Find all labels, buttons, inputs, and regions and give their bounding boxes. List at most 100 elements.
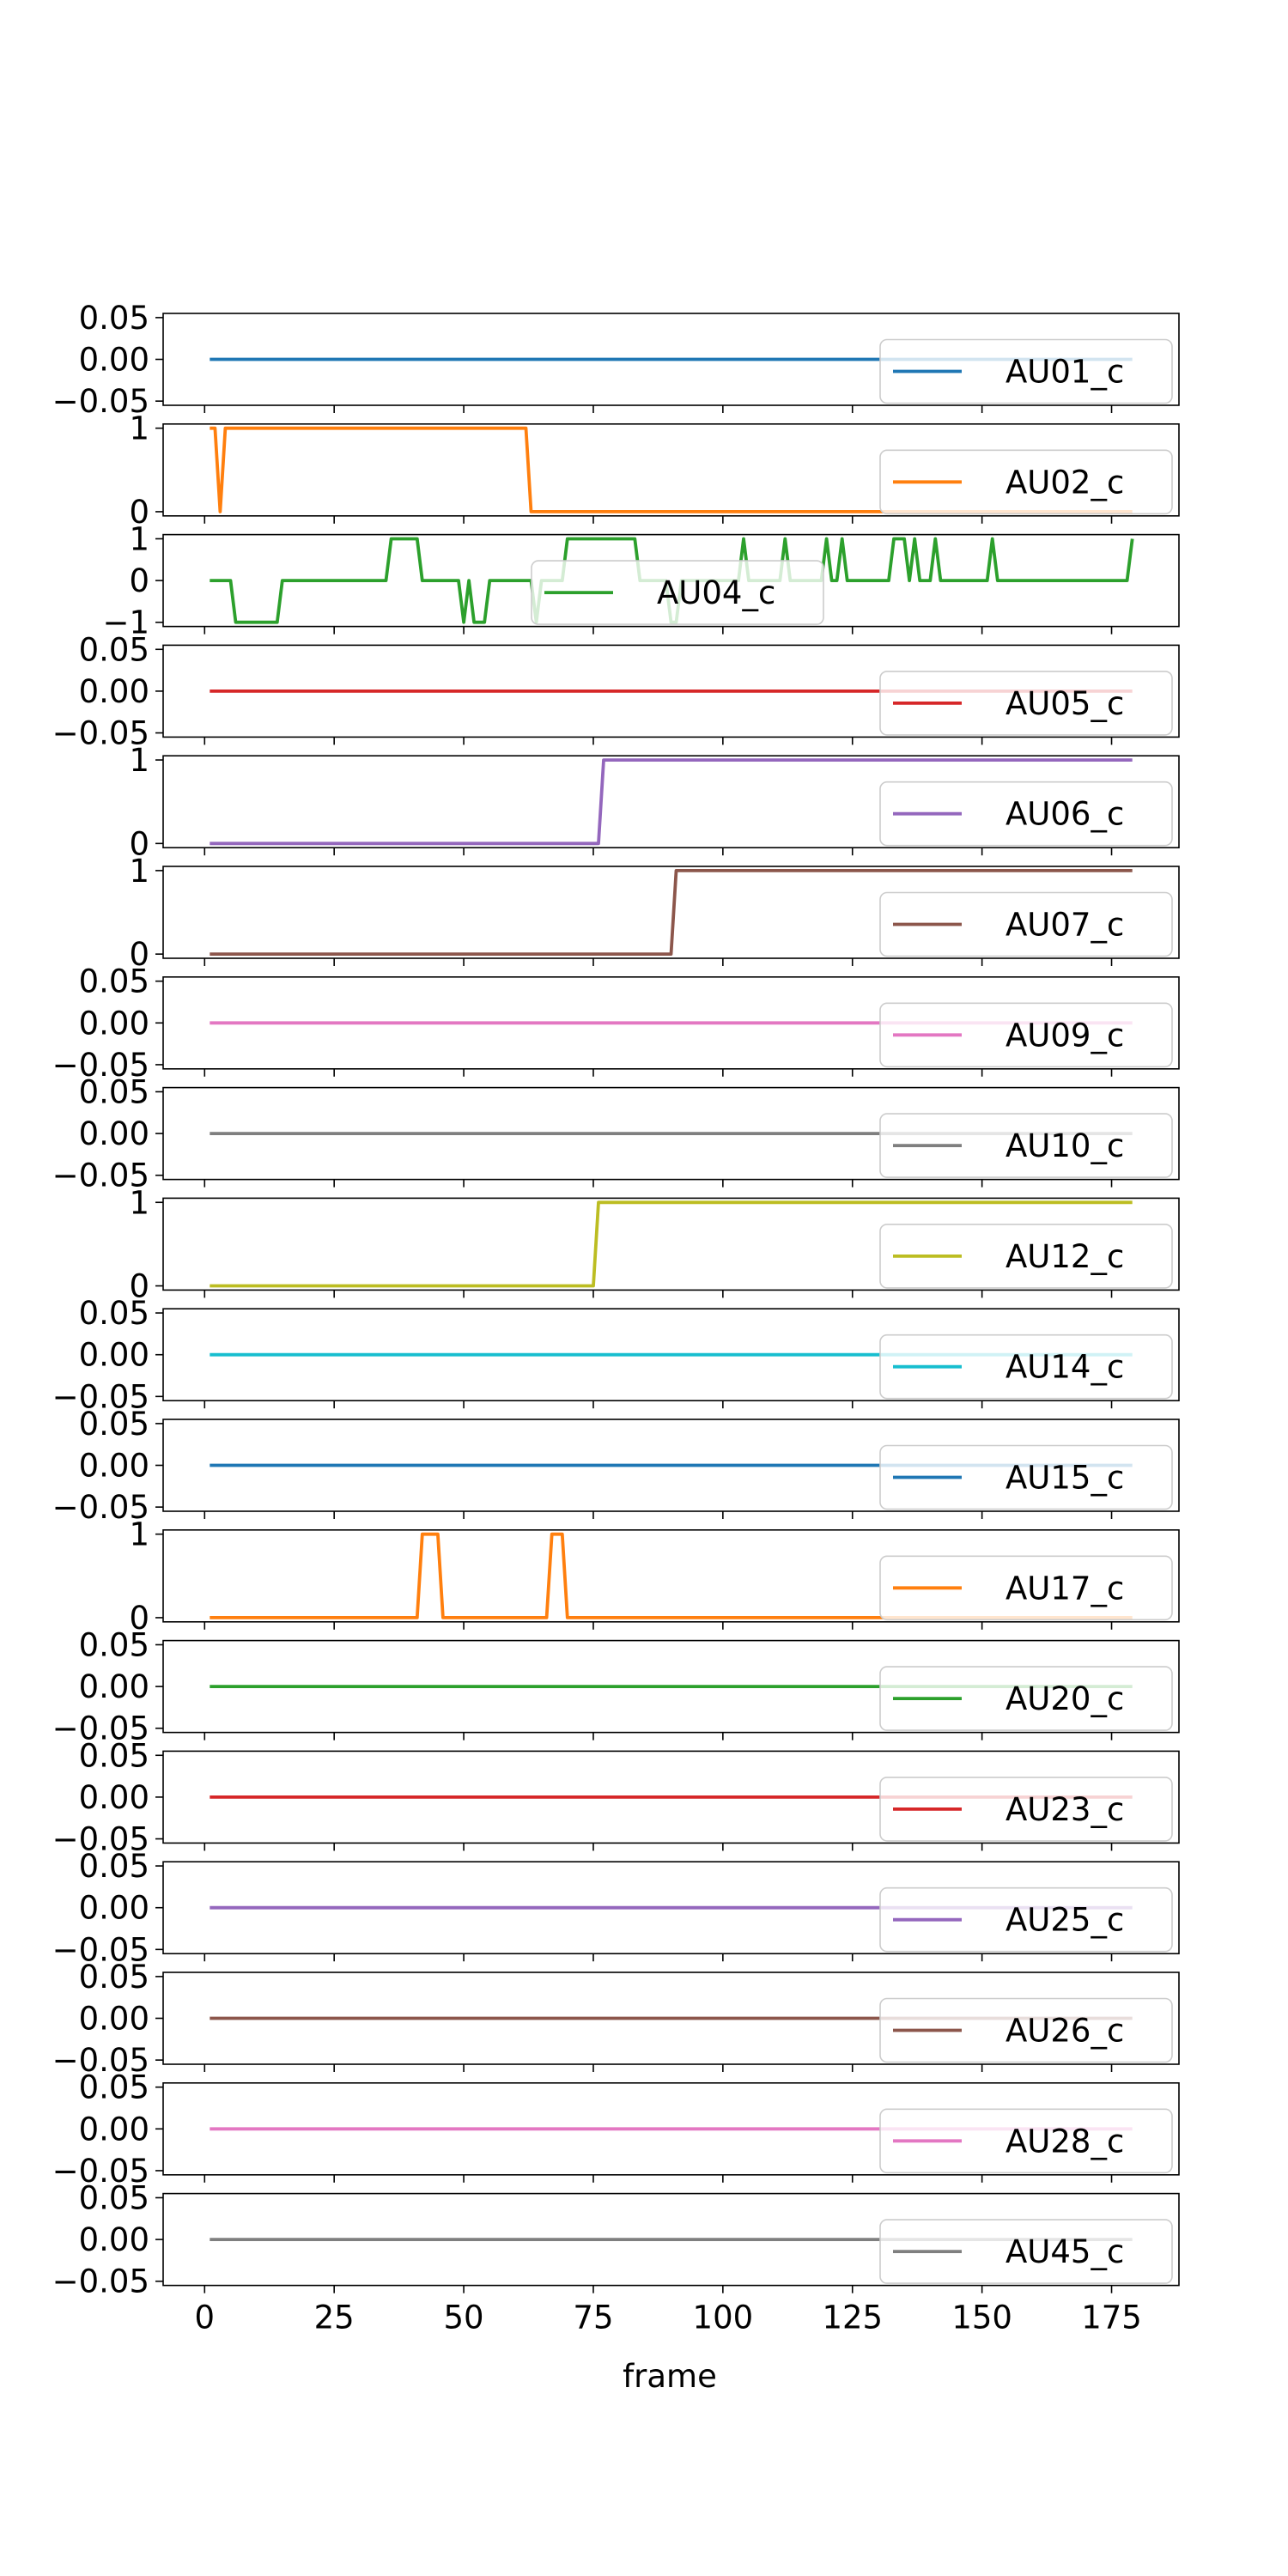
x-axis-label: frame (623, 2358, 717, 2395)
y-tick-label: 1 (129, 742, 149, 779)
legend-box (879, 2108, 1173, 2174)
legend-box (879, 1334, 1173, 1400)
legend-box (879, 449, 1173, 515)
axes-frame (162, 755, 1180, 849)
y-tick-label: 0.00 (79, 2111, 149, 2148)
subplot-au25_c: −0.05 0.00 0.05 AU25_c (52, 1848, 1180, 1968)
x-tick-label: 100 (693, 2300, 754, 2336)
y-tick-label: 1 (129, 853, 149, 890)
y-tick-label: 0 (129, 1600, 149, 1637)
legend-box (879, 1777, 1173, 1842)
y-tick-label: 0.05 (79, 1295, 149, 1332)
y-tick-label: −0.05 (52, 2263, 149, 2300)
y-tick-label: 0.05 (79, 963, 149, 1000)
y-tick-label: 0 (129, 825, 149, 862)
subplot-au02_c: 0 1 AU02_c (129, 410, 1180, 531)
x-tick-label: 0 (195, 2300, 216, 2336)
subplot-au23_c: −0.05 0.00 0.05 AU23_c (52, 1737, 1180, 1858)
subplot-au14_c: −0.05 0.00 0.05 AU14_c (52, 1295, 1180, 1415)
x-tick-label: 50 (444, 2300, 484, 2336)
legend-label: AU25_c (1005, 1902, 1124, 1939)
y-tick-label: −0.05 (52, 1931, 149, 1968)
legend-box (879, 1224, 1173, 1289)
legend-box (879, 781, 1173, 847)
y-tick-label: −0.05 (52, 1821, 149, 1858)
series-line-au02_c (210, 426, 1133, 513)
y-tick-label: −0.05 (52, 1489, 149, 1526)
legend-label: AU06_c (1005, 796, 1124, 833)
y-tick-label: 0.05 (79, 1959, 149, 1996)
legend-box (879, 1113, 1173, 1178)
legend-box (879, 1555, 1173, 1621)
legend-box (879, 338, 1173, 404)
legend-box (879, 1666, 1173, 1731)
y-tick-label: 0 (129, 562, 149, 599)
axes-frame (162, 2082, 1180, 2176)
y-tick-label: 0 (129, 1268, 149, 1305)
y-tick-label: 0.00 (79, 2001, 149, 2038)
legend-box (879, 1002, 1173, 1068)
legend-label: AU15_c (1005, 1460, 1124, 1497)
subplot-au26_c: −0.05 0.00 0.05 AU26_c (52, 1959, 1180, 2079)
y-tick-label: 0.05 (79, 300, 149, 337)
subplot-au05_c: −0.05 0.00 0.05 AU05_c (52, 631, 1180, 752)
y-tick-label: 0 (129, 494, 149, 531)
legend-label: AU05_c (1005, 685, 1124, 722)
x-tick-label: 25 (314, 2300, 355, 2336)
axes-frame (162, 1086, 1180, 1181)
axes-frame (162, 1861, 1180, 1954)
series-line-au07_c (210, 869, 1133, 956)
y-tick-label: −1 (102, 605, 149, 641)
subplot-au10_c: −0.05 0.00 0.05 AU10_c (52, 1073, 1180, 1194)
axes-frame (162, 422, 1180, 517)
y-tick-label: 0.05 (79, 631, 149, 668)
y-tick-label: 0.00 (79, 1668, 149, 1705)
y-tick-label: 0.00 (79, 1448, 149, 1485)
axes-frame (162, 644, 1180, 738)
axes-frame (162, 1529, 1180, 1623)
series-line-au17_c (210, 1532, 1133, 1619)
axes-frame (162, 866, 1180, 959)
y-tick-label: 0.05 (79, 2069, 149, 2106)
x-tick-label: 125 (822, 2300, 883, 2336)
x-tick-label: 75 (573, 2300, 613, 2336)
y-tick-label: 1 (129, 1184, 149, 1221)
y-tick-label: 0.00 (79, 1115, 149, 1152)
y-tick-label: 1 (129, 410, 149, 447)
legend-label: AU01_c (1005, 354, 1124, 391)
subplot-au15_c: −0.05 0.00 0.05 AU15_c (52, 1406, 1180, 1526)
subplot-au07_c: 0 1 AU07_c (129, 853, 1180, 973)
y-tick-label: 0.00 (79, 342, 149, 379)
y-tick-label: 0 (129, 936, 149, 973)
y-tick-label: 1 (129, 1516, 149, 1553)
y-tick-label: 0.00 (79, 673, 149, 710)
y-tick-label: 1 (129, 520, 149, 557)
legend-label: AU14_c (1005, 1349, 1124, 1386)
x-axis: 0 25 50 75 100 125 150 175 (195, 2300, 1142, 2336)
y-tick-label: −0.05 (52, 715, 149, 752)
legend-box (879, 1997, 1173, 2063)
subplot-au17_c: 0 1 AU17_c (129, 1516, 1180, 1637)
legend-box (879, 2219, 1173, 2284)
subplots: −0.050.000.05AU01_c01AU02_c−101AU04_c−0.… (52, 300, 1180, 2300)
legend-label: AU28_c (1005, 2123, 1124, 2160)
series-line-au06_c (210, 758, 1133, 846)
y-tick-label: 0.05 (79, 1737, 149, 1774)
legend-label: AU23_c (1005, 1791, 1124, 1828)
y-tick-label: −0.05 (52, 383, 149, 420)
subplot-au06_c: 0 1 AU06_c (129, 742, 1180, 862)
legend-label: AU12_c (1005, 1238, 1124, 1275)
y-tick-label: 0.05 (79, 1406, 149, 1443)
axes-frame (162, 1971, 1180, 2065)
y-tick-label: 0.00 (79, 2221, 149, 2258)
legend-box (879, 891, 1173, 957)
y-tick-label: 0.05 (79, 1848, 149, 1885)
legend-label: AU20_c (1005, 1680, 1124, 1717)
legend-label: AU09_c (1005, 1017, 1124, 1054)
axes-frame (162, 976, 1180, 1070)
series-line-au12_c (210, 1200, 1133, 1288)
x-tick-label: 175 (1081, 2300, 1142, 2336)
axes-frame (162, 533, 1180, 628)
subplot-au28_c: −0.05 0.00 0.05 AU28_c (52, 2069, 1180, 2190)
